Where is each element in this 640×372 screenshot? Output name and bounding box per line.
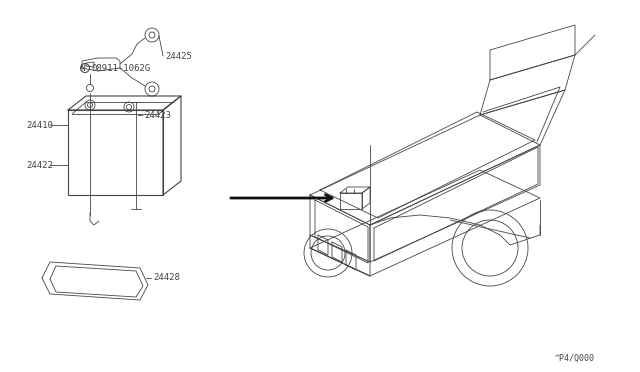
Text: 08911-1062G: 08911-1062G xyxy=(91,64,150,73)
Text: N: N xyxy=(80,64,85,73)
Text: 24410: 24410 xyxy=(26,121,53,129)
Text: 24425: 24425 xyxy=(165,51,192,61)
Text: 24423: 24423 xyxy=(144,110,171,119)
Text: ^P4/Q000: ^P4/Q000 xyxy=(555,353,595,362)
Text: 24422: 24422 xyxy=(26,160,53,170)
Text: 24428: 24428 xyxy=(153,273,180,282)
